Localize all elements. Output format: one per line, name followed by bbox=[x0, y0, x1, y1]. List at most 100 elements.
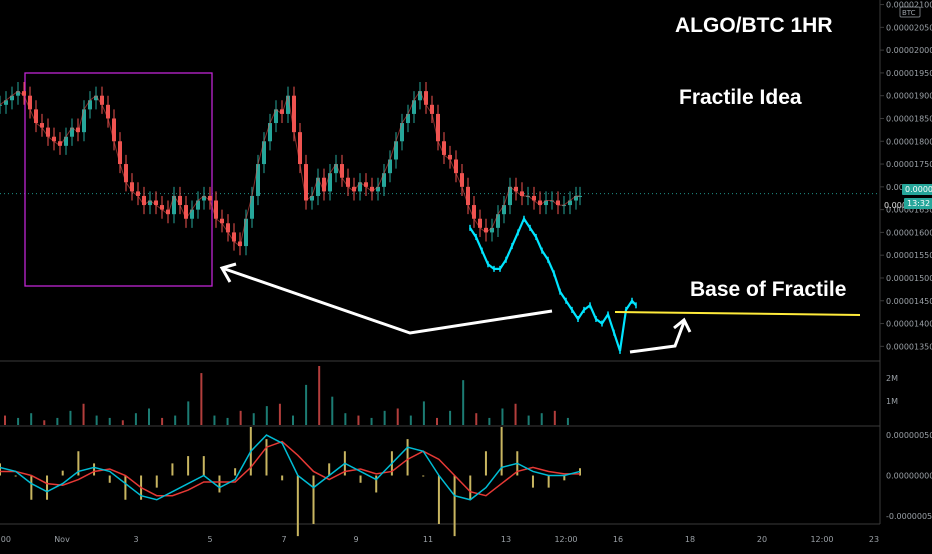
volume-bar bbox=[265, 406, 268, 425]
volume-bar bbox=[344, 413, 347, 425]
time-tick-label: 12:00 bbox=[810, 535, 833, 544]
macd-histogram-bar bbox=[406, 439, 409, 476]
macd-tick-label: -0.00000050 bbox=[886, 512, 932, 521]
volume-bar bbox=[527, 415, 530, 425]
countdown-tag: 13:32 bbox=[904, 198, 932, 209]
partial-price-label: 0.000 bbox=[884, 201, 907, 210]
price-tick-label: 0.00001550 bbox=[886, 251, 932, 260]
volume-bar bbox=[200, 373, 203, 425]
price-candle-body bbox=[268, 123, 272, 142]
volume-bar bbox=[566, 417, 569, 425]
macd-histogram-bar bbox=[328, 463, 331, 476]
macd-histogram-bar bbox=[202, 456, 205, 476]
time-tick-label: 2:00 bbox=[0, 535, 11, 544]
price-candle-body bbox=[394, 141, 398, 160]
price-candle-body bbox=[334, 164, 338, 174]
macd-histogram bbox=[0, 427, 581, 537]
volume-bar bbox=[357, 415, 360, 425]
price-tick-label: 0.00002100 bbox=[886, 1, 932, 10]
volume-bar bbox=[30, 413, 33, 425]
price-candle-body bbox=[370, 186, 374, 192]
time-tick-label: 20 bbox=[757, 535, 767, 544]
price-candle-body bbox=[76, 127, 80, 133]
volume-bar bbox=[475, 413, 478, 425]
price-candle-body bbox=[136, 191, 140, 196]
macd-tick-label: 0.00000050 bbox=[886, 431, 932, 440]
price-candle-body bbox=[250, 195, 254, 219]
volume-bar bbox=[239, 410, 242, 425]
macd-tick-label: 0.00000000 bbox=[886, 472, 932, 481]
macd-histogram-bar bbox=[14, 475, 17, 477]
price-candle-body bbox=[82, 109, 86, 133]
macd-histogram-bar bbox=[312, 475, 315, 524]
price-candle-body bbox=[70, 127, 74, 137]
price-tick-label: 0.00001450 bbox=[886, 297, 932, 306]
time-tick-label: 3 bbox=[133, 535, 138, 544]
volume-bar bbox=[161, 417, 164, 425]
macd-histogram-bar bbox=[531, 475, 534, 488]
price-candle-body bbox=[202, 195, 206, 201]
price-candle-body bbox=[448, 154, 452, 160]
price-candle-body bbox=[292, 95, 296, 133]
price-candle-body bbox=[214, 200, 218, 219]
macd-histogram-bar bbox=[359, 475, 362, 483]
volume-bar bbox=[121, 420, 124, 425]
price-tick-label: 0.00002050 bbox=[886, 23, 932, 32]
price-candle-body bbox=[28, 95, 32, 110]
volume-bar bbox=[488, 417, 491, 425]
price-candle-body bbox=[64, 136, 68, 146]
price-candle-body bbox=[262, 141, 266, 165]
macd-histogram-bar bbox=[437, 475, 440, 524]
price-candle-body bbox=[190, 209, 194, 219]
volume-bar bbox=[187, 401, 190, 425]
macd-histogram-bar bbox=[265, 439, 268, 476]
time-tick-label: 11 bbox=[423, 535, 433, 544]
price-tick-label: 0.00001400 bbox=[886, 320, 932, 329]
volume-bar bbox=[396, 408, 399, 425]
price-tick-label: 0.00001950 bbox=[886, 69, 932, 78]
price-candle-body bbox=[154, 200, 158, 206]
volume-bar bbox=[370, 417, 373, 425]
volume-bars bbox=[4, 366, 569, 425]
price-candle-body bbox=[274, 109, 278, 124]
price-candle-body bbox=[10, 95, 14, 101]
macd-histogram-bar bbox=[218, 475, 221, 493]
volume-tick-label: 2M bbox=[886, 374, 898, 383]
price-candle-body bbox=[40, 123, 44, 128]
price-candle-body bbox=[112, 118, 116, 142]
volume-bar bbox=[174, 415, 177, 425]
time-tick-label: 13 bbox=[501, 535, 511, 544]
price-candle-body bbox=[34, 109, 38, 124]
price-candle-body bbox=[118, 141, 122, 165]
price-tick-label: 0.00001350 bbox=[886, 342, 932, 351]
price-tick-label: 0.00001800 bbox=[886, 137, 932, 146]
fractal-projection-line bbox=[469, 216, 637, 352]
price-candle-body bbox=[196, 200, 200, 210]
volume-bar bbox=[69, 410, 72, 425]
volume-bar bbox=[553, 410, 556, 425]
price-candle-body bbox=[418, 91, 422, 101]
price-line bbox=[0, 90, 580, 247]
price-candle-body bbox=[226, 223, 230, 233]
price-candle-body bbox=[400, 123, 404, 142]
macd-histogram-bar bbox=[187, 456, 190, 476]
price-candle-body bbox=[460, 173, 464, 187]
volume-bar bbox=[17, 417, 20, 425]
time-tick-label: Nov bbox=[54, 535, 70, 544]
price-candle-body bbox=[244, 218, 248, 247]
price-tick-label: 0.00001650 bbox=[886, 206, 932, 215]
fractal-range-box bbox=[24, 72, 213, 287]
price-candle-body bbox=[208, 195, 212, 201]
macd-histogram-bar bbox=[281, 475, 284, 481]
macd-histogram-bar bbox=[563, 475, 566, 481]
up-arrow-head bbox=[673, 317, 692, 333]
chart-title: ALGO/BTC 1HR bbox=[675, 14, 833, 37]
macd-histogram-bar bbox=[296, 475, 299, 537]
time-tick-label: 16 bbox=[613, 535, 623, 544]
price-candle-body bbox=[454, 159, 458, 174]
volume-bar bbox=[134, 413, 137, 425]
price-candle-body bbox=[256, 164, 260, 196]
price-tick-label: 0.00001500 bbox=[886, 274, 932, 283]
